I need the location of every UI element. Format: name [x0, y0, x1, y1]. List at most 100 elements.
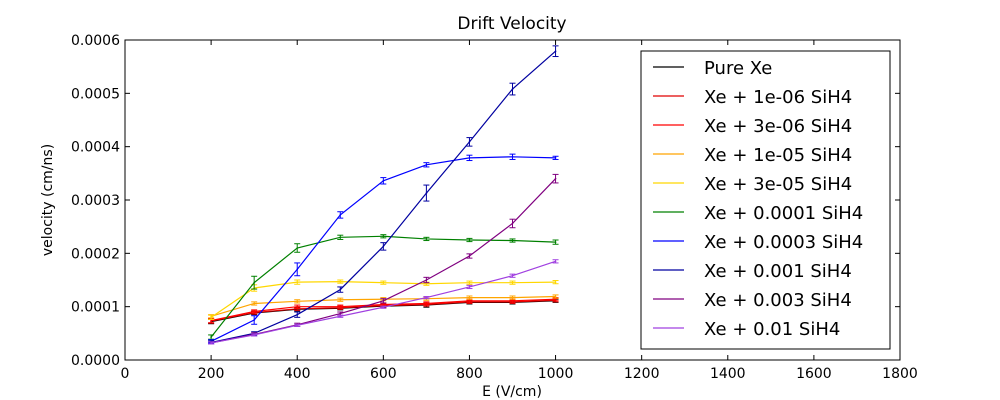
chart-title: Drift Velocity	[457, 14, 566, 34]
data-point	[511, 274, 514, 277]
data-point	[511, 239, 514, 242]
data-point	[468, 239, 471, 241]
series-group	[208, 45, 559, 345]
y-tick-label: 0.0000	[71, 353, 120, 369]
data-point	[425, 192, 428, 194]
data-point	[382, 281, 385, 284]
x-tick-label: 600	[370, 366, 397, 382]
data-point	[339, 214, 342, 216]
legend-label: Xe + 0.001 SiH4	[704, 261, 852, 282]
legend-label: Xe + 0.0001 SiH4	[704, 203, 863, 224]
data-point	[554, 260, 557, 263]
data-point	[382, 306, 385, 309]
data-point	[339, 298, 342, 301]
data-point	[511, 156, 514, 158]
y-tick-label: 0.0006	[71, 33, 120, 49]
x-tick-label: 1000	[538, 366, 574, 382]
data-point	[253, 310, 255, 313]
data-point	[511, 222, 514, 225]
data-point	[210, 336, 212, 338]
data-point	[382, 180, 385, 182]
y-tick-label: 0.0004	[71, 140, 120, 156]
legend-label: Xe + 1e-05 SiH4	[704, 145, 852, 166]
data-point	[339, 288, 342, 291]
y-tick-label: 0.0001	[71, 300, 120, 316]
x-tick-label: 1800	[882, 366, 918, 382]
data-point	[425, 164, 428, 166]
data-point	[554, 281, 557, 283]
series-group	[208, 234, 559, 340]
series-group	[208, 259, 559, 345]
data-point	[253, 281, 255, 284]
data-point	[296, 305, 299, 308]
data-point	[253, 319, 255, 321]
data-point	[296, 313, 299, 316]
data-point	[468, 300, 471, 302]
legend-label: Xe + 3e-05 SiH4	[704, 174, 852, 195]
x-tick-label: 1600	[796, 366, 832, 382]
data-point	[382, 235, 385, 238]
data-point	[210, 319, 212, 322]
data-point	[425, 282, 428, 285]
data-point	[253, 302, 255, 305]
data-point	[468, 296, 471, 299]
data-point	[511, 300, 514, 302]
plot-frame	[124, 39, 901, 361]
series-layer	[208, 45, 559, 345]
x-tick-label: 400	[284, 366, 311, 382]
legend-label: Xe + 0.0003 SiH4	[704, 232, 863, 253]
y-axis-label: velocity (cm/ns)	[40, 144, 56, 256]
legend-label: Xe + 0.01 SiH4	[704, 319, 840, 340]
data-point	[468, 157, 471, 159]
x-tick-label: 200	[198, 366, 225, 382]
data-point	[253, 334, 255, 336]
data-point	[210, 316, 212, 319]
data-point	[296, 281, 299, 283]
data-point	[425, 296, 428, 299]
data-point	[425, 302, 428, 305]
data-point	[296, 268, 299, 271]
data-point	[339, 312, 342, 315]
data-point	[296, 324, 299, 327]
data-point	[468, 286, 471, 288]
data-point	[382, 245, 385, 248]
data-point	[425, 238, 428, 240]
legend-label: Xe + 3e-06 SiH4	[704, 116, 852, 137]
data-point	[468, 141, 471, 143]
data-point	[339, 305, 342, 308]
data-point	[382, 303, 385, 306]
x-tick-label: 1400	[710, 366, 746, 382]
x-tick-label: 800	[456, 366, 483, 382]
data-point	[339, 280, 342, 283]
data-point	[554, 157, 557, 159]
legend: Pure Xe Xe + 1e-06 SiH4 Xe + 3e-06 SiH4 Xe …	[640, 50, 891, 350]
data-point	[554, 295, 557, 298]
data-point	[425, 279, 428, 281]
data-point	[210, 342, 212, 344]
x-tick-label: 0	[121, 366, 130, 382]
data-point	[339, 236, 342, 239]
data-point	[554, 177, 557, 180]
data-point	[468, 255, 471, 257]
data-point	[382, 300, 385, 302]
data-point	[554, 241, 557, 243]
data-point	[296, 247, 299, 249]
legend-label: Pure Xe	[704, 58, 772, 79]
data-point	[511, 88, 514, 90]
axis-ticks: 0 200 400 600 800 1000 1200 1400 1600 1800 0.0000 0…	[71, 33, 918, 382]
legend-label: Xe + 1e-06 SiH4	[704, 87, 852, 108]
y-tick-label: 0.0002	[71, 246, 120, 262]
y-tick-label: 0.0005	[71, 86, 120, 102]
legend-label: Xe + 0.003 SiH4	[704, 290, 852, 311]
data-point	[554, 50, 557, 52]
data-point	[554, 298, 557, 301]
series-group	[208, 153, 559, 344]
y-tick-label: 0.0003	[71, 193, 120, 209]
x-tick-label: 1200	[624, 366, 660, 382]
data-point	[339, 315, 342, 318]
data-point	[511, 281, 514, 284]
data-point	[296, 300, 299, 303]
x-axis-label: E (V/cm)	[482, 384, 542, 400]
data-point	[511, 296, 514, 299]
